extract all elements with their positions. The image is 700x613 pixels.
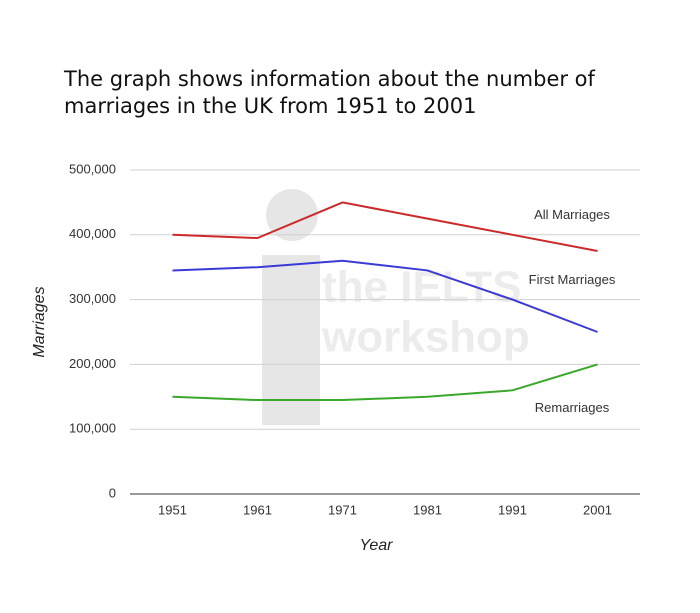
series-label: Remarriages (535, 400, 610, 415)
watermark-logo (262, 189, 320, 425)
x-tick-label: 1981 (413, 502, 442, 517)
x-tick-label: 1991 (498, 502, 527, 517)
series-label: First Marriages (529, 272, 616, 287)
x-axis-label: Year (360, 537, 394, 554)
watermark-text: workshop (321, 313, 530, 362)
series-line (172, 201, 598, 252)
chart-title: The graph shows information about the nu… (64, 67, 595, 118)
y-tick-label: 500,000 (69, 161, 116, 176)
x-tick-label: 1961 (243, 502, 272, 517)
series-label: All Marriages (534, 207, 610, 222)
y-tick-label: 300,000 (69, 291, 116, 306)
x-tick-label: 1971 (328, 502, 357, 517)
series-line (172, 259, 598, 333)
y-tick-label: 200,000 (69, 356, 116, 371)
series-line (172, 363, 598, 402)
x-tick-label: 2001 (583, 502, 612, 517)
y-tick-label: 0 (109, 485, 116, 500)
y-tick-label: 400,000 (69, 226, 116, 241)
y-axis-label: Marriages (31, 286, 48, 357)
y-tick-label: 100,000 (69, 421, 116, 436)
x-tick-label: 1951 (158, 502, 187, 517)
